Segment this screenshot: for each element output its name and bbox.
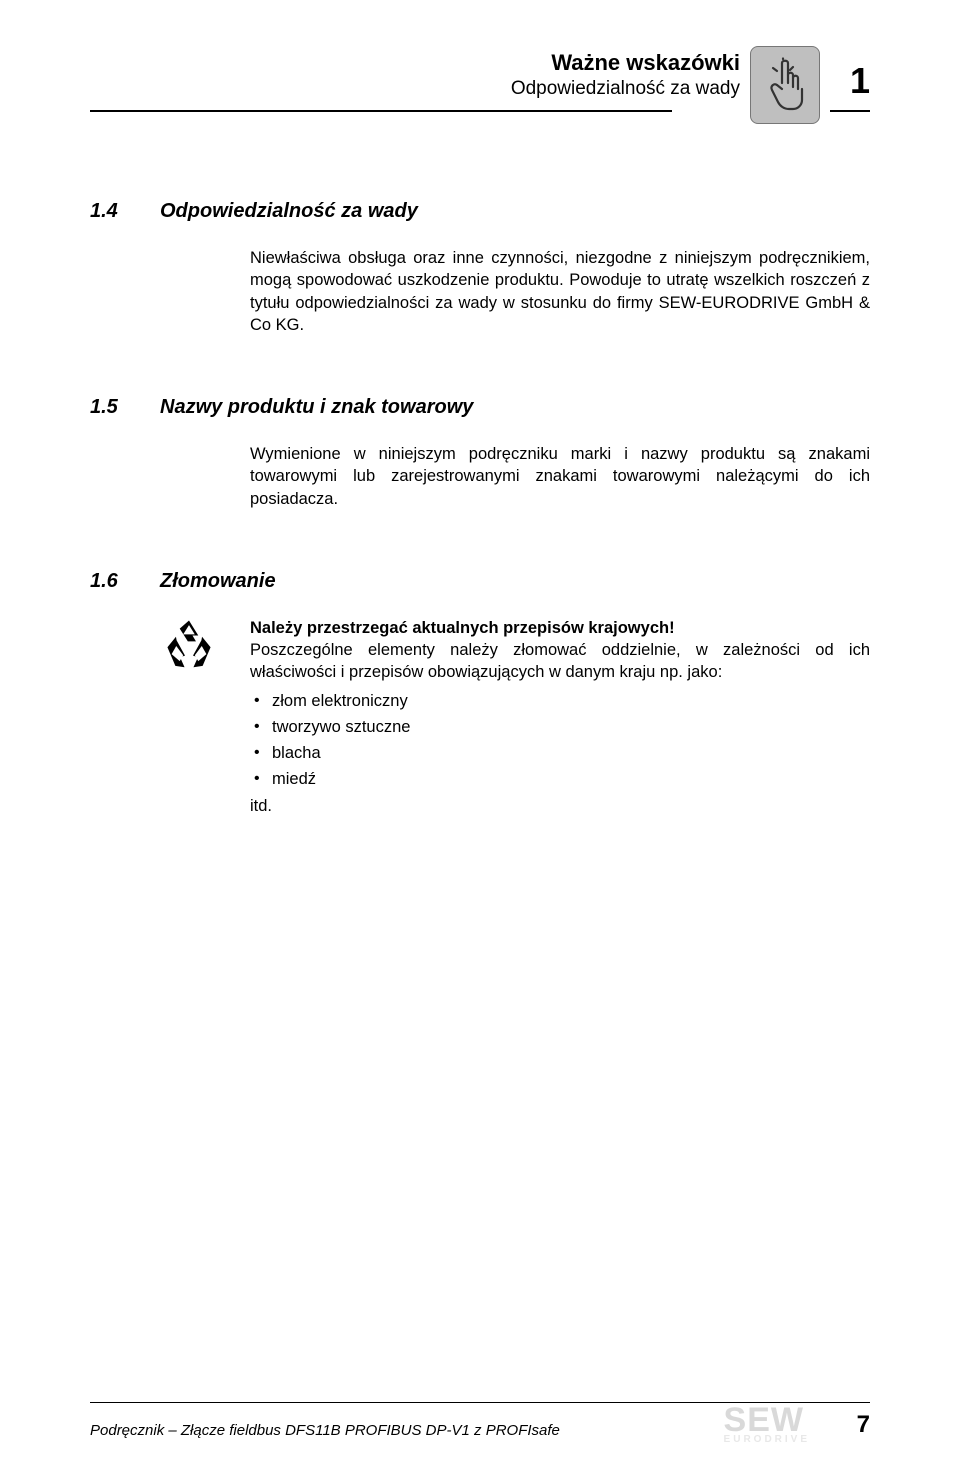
section-heading: 1.6 Złomowanie xyxy=(90,570,870,593)
sew-logo: SEW EURODRIVE xyxy=(724,1407,810,1445)
header-rule-right xyxy=(830,110,870,112)
sew-logo-main: SEW xyxy=(724,1407,810,1434)
section-1-4: 1.4 Odpowiedzialność za wady Niewłaściwa… xyxy=(90,200,870,336)
footer-left-text: Podręcznik – Złącze fieldbus DFS11B PROF… xyxy=(90,1422,560,1439)
section-1-6: 1.6 Złomowanie xyxy=(90,570,870,817)
header-titles: Ważne wskazówki Odpowiedzialność za wady xyxy=(511,50,740,100)
list-item: blacha xyxy=(250,742,870,764)
trailing-text: itd. xyxy=(250,795,870,817)
section-number: 1.4 xyxy=(90,200,160,223)
section-body: Wymienione w niniejszym podręczniku mark… xyxy=(250,443,870,510)
page-body: 1.4 Odpowiedzialność za wady Niewłaściwa… xyxy=(90,200,870,817)
section-title: Odpowiedzialność za wady xyxy=(160,200,418,223)
section-heading: 1.5 Nazwy produktu i znak towarowy xyxy=(90,396,870,419)
section-body: Należy przestrzegać aktualnych przepisów… xyxy=(250,617,870,817)
paragraph: Niewłaściwa obsługa oraz inne czynności,… xyxy=(250,247,870,336)
list-item: miedź xyxy=(250,768,870,790)
header-rule-left xyxy=(90,110,672,112)
section-number: 1.5 xyxy=(90,396,160,419)
note-icon-box xyxy=(750,46,820,124)
section-heading: 1.4 Odpowiedzialność za wady xyxy=(90,200,870,223)
bullet-list: złom elektroniczny tworzywo sztuczne bla… xyxy=(250,690,870,791)
list-item: złom elektroniczny xyxy=(250,690,870,712)
section-title: Nazwy produktu i znak towarowy xyxy=(160,396,473,419)
chapter-number: 1 xyxy=(850,60,870,102)
header-title: Ważne wskazówki xyxy=(511,50,740,76)
paragraph: Poszczególne elementy należy złomować od… xyxy=(250,639,870,684)
page-footer: Podręcznik – Złącze fieldbus DFS11B PROF… xyxy=(90,1402,870,1439)
page-header: Ważne wskazówki Odpowiedzialność za wady xyxy=(90,50,870,140)
paragraph: Wymienione w niniejszym podręczniku mark… xyxy=(250,443,870,510)
section-1-5: 1.5 Nazwy produktu i znak towarowy Wymie… xyxy=(90,396,870,510)
section-body: Niewłaściwa obsługa oraz inne czynności,… xyxy=(250,247,870,336)
list-item: tworzywo sztuczne xyxy=(250,716,870,738)
recycle-icon xyxy=(160,617,218,675)
section-number: 1.6 xyxy=(90,570,160,593)
section-body-with-icon: Należy przestrzegać aktualnych przepisów… xyxy=(90,617,870,817)
pointing-hand-icon xyxy=(764,57,806,113)
footer-page-number: 7 xyxy=(857,1411,870,1439)
bold-line: Należy przestrzegać aktualnych przepisów… xyxy=(250,617,870,639)
section-icon-column xyxy=(90,617,250,817)
section-title: Złomowanie xyxy=(160,570,276,593)
header-subtitle: Odpowiedzialność za wady xyxy=(511,78,740,100)
page: Ważne wskazówki Odpowiedzialność za wady xyxy=(0,0,960,1479)
sew-logo-sub: EURODRIVE xyxy=(724,1434,810,1445)
